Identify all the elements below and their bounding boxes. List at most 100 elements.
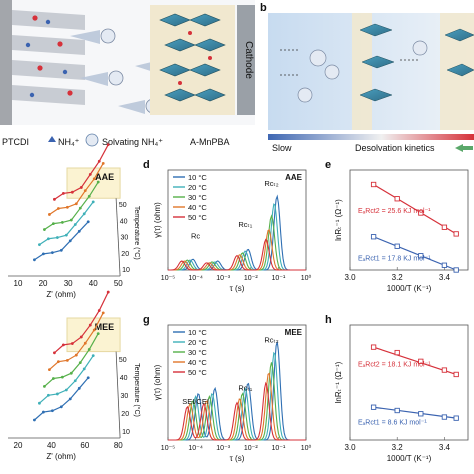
series-line — [34, 377, 89, 421]
series-label: EₐRct1 = 17.8 KJ mol⁻¹ — [358, 255, 431, 262]
series-point — [50, 409, 54, 413]
series-point — [96, 180, 100, 184]
series-point — [70, 190, 74, 194]
series-point — [74, 202, 78, 206]
series-point — [73, 379, 77, 383]
series-point — [48, 368, 51, 371]
data-point — [418, 411, 424, 417]
y-axis-label: lnRₜ⁻¹ (Ω⁻¹) — [334, 199, 343, 241]
series-point — [78, 361, 82, 365]
x-tick-label: 3.4 — [439, 443, 451, 452]
panel-letter: h — [325, 314, 332, 326]
series-point — [53, 197, 56, 201]
series-line — [168, 214, 306, 271]
data-point — [394, 349, 400, 356]
series-point — [59, 248, 63, 252]
chart-e_arrhenius_aae: e 3.0 3.2 3.4 1000/T (K⁻¹) lnRₜ⁻¹ (Ω⁻¹) EₐRct2… — [325, 159, 469, 293]
temp-tick-label: 20 — [121, 411, 129, 418]
x-tick-label: 10⁻⁴ — [188, 445, 203, 452]
series-point — [33, 418, 36, 422]
legend-solvating: Solvating NH₄⁺ — [102, 137, 163, 147]
data-point — [418, 358, 424, 364]
data-point — [453, 415, 459, 421]
legend-label: 30 °C — [188, 348, 207, 357]
series-point — [51, 222, 55, 226]
series-point — [41, 252, 45, 256]
x-tick-label: 10⁻³ — [216, 275, 230, 282]
x-tick-label: 10⁰ — [301, 444, 312, 452]
series-point — [106, 143, 110, 147]
series-point — [60, 221, 64, 224]
solvating-nh4-icon — [85, 133, 99, 147]
x-tick-label: 10 — [14, 279, 23, 288]
temp-tick-label: 50 — [119, 202, 127, 209]
series-point — [68, 397, 72, 401]
x-tick-label: 10⁻⁴ — [188, 275, 203, 282]
data-point — [394, 407, 400, 414]
series-point — [86, 376, 90, 380]
anode-electrode — [0, 0, 12, 125]
data-point — [370, 181, 377, 188]
series-line — [168, 203, 306, 271]
temp-tick-label: 30 — [121, 235, 129, 242]
series-point — [96, 332, 100, 335]
data-point — [453, 371, 459, 378]
series-point — [50, 251, 54, 255]
kinetics-label: Desolvation kinetics — [355, 143, 435, 153]
temp-tick-label: 30 — [121, 393, 129, 400]
x-tick-label: 10⁻⁵ — [161, 275, 175, 282]
panel-a-legend: PTCDI NH₄⁺ Solvating NH₄⁺ A-MnPBA — [2, 133, 230, 147]
series-point — [38, 401, 41, 405]
chart-g_drt_mee: g 10⁻⁵ 10⁻⁴ 10⁻³ 10⁻² 10⁻¹ 10⁰ τ (s) γ(τ) (ohm) M… — [143, 314, 311, 463]
chart-c_nyquist_aae: AAE 10 20 30 40 50 Z' (ohm) 10 20 30 40 50 Temperatu… — [8, 143, 141, 299]
data-point — [418, 253, 424, 259]
x-tick-label: 3.4 — [439, 273, 451, 282]
temp-tick-label: 20 — [121, 251, 129, 258]
slow-label: Slow — [272, 143, 292, 153]
series-point — [43, 228, 46, 231]
series-point — [106, 290, 110, 294]
series-point — [56, 207, 60, 210]
series-point — [56, 360, 60, 364]
cathode-electrode — [237, 5, 255, 115]
legend-ampba: A-MnPBA — [190, 137, 230, 147]
series-point — [86, 220, 90, 224]
series-point — [69, 371, 73, 375]
kinetics-gradient-bar — [268, 134, 474, 140]
ampba-lattice-illustration — [150, 5, 235, 115]
series-point — [38, 243, 41, 247]
tag-label: AAE — [95, 172, 114, 182]
x-tick-label: 20 — [39, 279, 48, 288]
tag-label: MEE — [285, 328, 303, 337]
cathode-label: Cathode — [243, 41, 254, 79]
peak-label: Rᴄₜ₂ — [264, 336, 278, 345]
x-tick-label: 10⁻¹ — [271, 445, 285, 452]
x-tick-label: 80 — [114, 441, 123, 450]
series-point — [60, 375, 64, 379]
series-point — [101, 311, 105, 315]
series-point — [92, 328, 96, 332]
temp-axis-label: Temperature (°C) — [133, 363, 141, 417]
x-tick-label: 10⁻¹ — [271, 275, 285, 282]
x-axis-label: τ (s) — [230, 454, 245, 463]
panel-b-illustration: b Slow Desolvation kinetics — [260, 2, 474, 153]
series-point — [46, 237, 50, 241]
tag-box — [66, 317, 121, 353]
y-axis-label: γ(τ) (ohm) — [153, 364, 162, 400]
temp-tick-label: 40 — [120, 218, 128, 225]
x-tick-label: 20 — [14, 441, 23, 450]
x-axis-label: 1000/T (K⁻¹) — [387, 284, 432, 293]
panel-a-illustration: Cathode — [0, 0, 255, 125]
x-axis-label: Z' (ohm) — [46, 290, 76, 299]
legend-label: 40 °C — [188, 358, 207, 367]
series-point — [73, 223, 77, 226]
peak-label: Rᴄₜ₁ — [238, 220, 252, 229]
series-line — [167, 238, 306, 271]
data-point — [394, 196, 400, 202]
series-line — [168, 341, 306, 441]
series-point — [82, 212, 86, 216]
panel-letter: e — [325, 159, 331, 171]
series-point — [88, 323, 92, 327]
legend-label: 10 °C — [188, 173, 207, 182]
